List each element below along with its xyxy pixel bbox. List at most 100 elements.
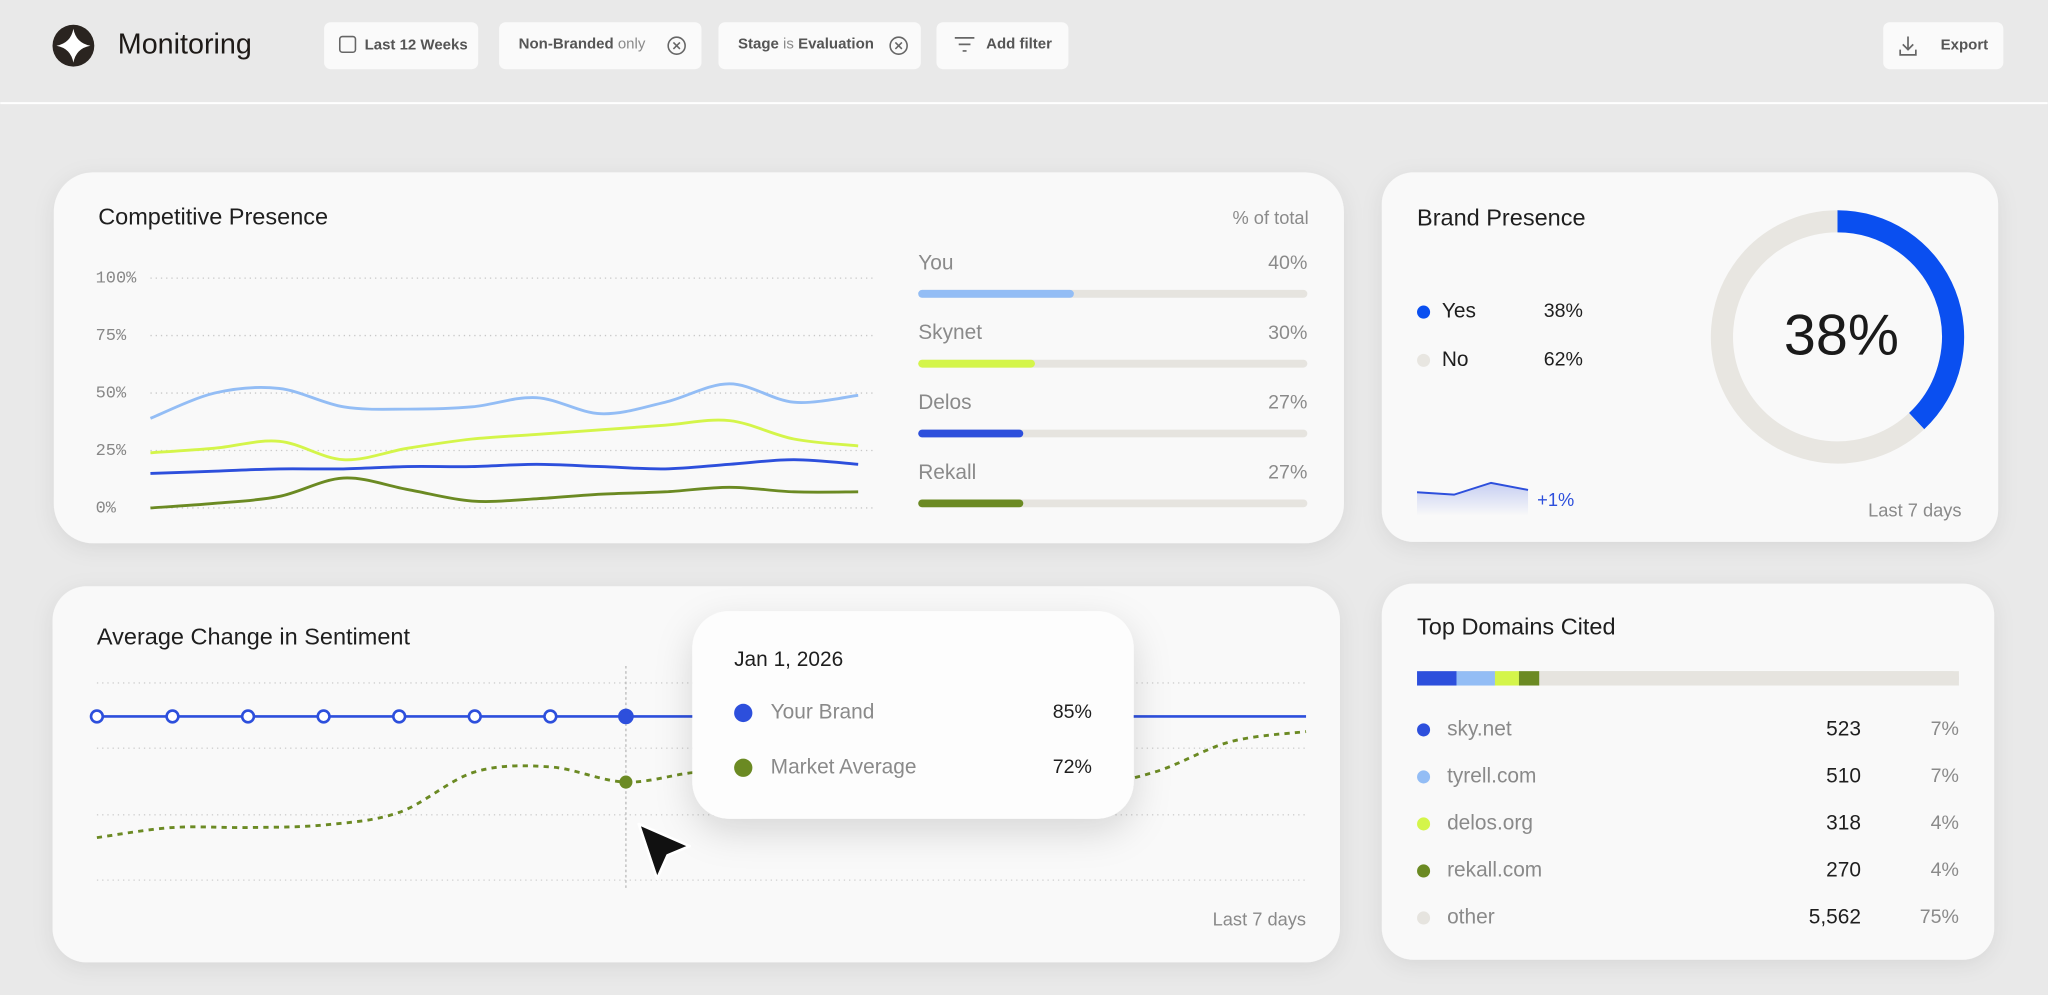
remove-filter-x — [894, 41, 903, 50]
tooltip-dot — [734, 758, 753, 777]
legend-name: Skynet — [918, 321, 982, 344]
stack-segment — [1494, 671, 1519, 686]
filter-field: Non-Branded — [519, 35, 614, 52]
legend-value: 62% — [1544, 349, 1583, 371]
filter-label: Non-Branded only — [519, 35, 646, 52]
logo-star — [56, 28, 91, 63]
filter-icon — [954, 37, 975, 52]
point-marker — [392, 709, 407, 724]
domain-share: 7% — [1931, 765, 1959, 787]
domain-share: 7% — [1931, 718, 1959, 740]
tooltip: Jan 1, 2026 Your Brand 85% Market Average 72… — [692, 611, 1134, 819]
remove-filter-icon[interactable] — [889, 36, 908, 55]
button-box[interactable] — [1883, 22, 2004, 70]
tooltip-dot — [734, 703, 753, 723]
legend-name: You — [918, 251, 953, 274]
filter-label: Last 12 Weeks — [365, 37, 468, 54]
filter-box[interactable] — [499, 22, 702, 70]
logo — [52, 24, 95, 67]
unit-label: % of total — [1233, 207, 1309, 228]
donut-segment — [1710, 210, 1925, 464]
button-box[interactable] — [936, 22, 1069, 70]
tooltip-name: Your Brand — [771, 700, 875, 723]
point-marker — [618, 708, 634, 725]
share-label: 27% — [1268, 462, 1307, 484]
cursor — [637, 822, 692, 881]
point-marker — [89, 709, 105, 724]
series-line — [150, 418, 859, 462]
legend-dot — [1417, 770, 1431, 784]
share-label: 27% — [1268, 392, 1307, 414]
domain-name: other — [1447, 905, 1495, 928]
legend-value: 38% — [1544, 300, 1583, 322]
tooltip-value: 85% — [1053, 701, 1092, 723]
trend-label: +1% — [1537, 489, 1574, 510]
point-marker — [619, 775, 633, 789]
filter-box[interactable] — [718, 22, 921, 70]
domain-count: 318 — [1826, 811, 1861, 834]
domain-share: 4% — [1931, 812, 1959, 834]
filter-op: is — [783, 35, 794, 52]
filter-value: Evaluation — [798, 35, 874, 52]
filter-box[interactable] — [324, 22, 479, 70]
card-title: Average Change in Sentiment — [97, 624, 411, 650]
y-tick-label: 25% — [96, 442, 127, 461]
legend-name: No — [1442, 348, 1469, 371]
add-filter-button[interactable]: Add filter — [936, 22, 1069, 70]
tooltip-name: Market Average — [771, 755, 917, 778]
period-label: Last 7 days — [1213, 908, 1306, 929]
button-label: Add filter — [986, 35, 1052, 52]
share-bar — [918, 499, 1024, 508]
stack-segment — [1539, 671, 1959, 686]
series-line — [149, 382, 859, 420]
stack-segment — [1417, 671, 1457, 686]
domain-name: sky.net — [1447, 717, 1512, 740]
domain-share: 4% — [1931, 859, 1959, 881]
point-marker — [165, 709, 180, 724]
y-tick-label: 50% — [96, 385, 127, 404]
legend-dot — [1417, 864, 1431, 878]
share-bar — [918, 429, 1024, 438]
card-title: Top Domains Cited — [1417, 613, 1616, 639]
share-label: 40% — [1268, 252, 1307, 274]
calendar-icon — [338, 35, 357, 54]
legend-dot — [1417, 911, 1431, 925]
domain-name: rekall.com — [1447, 858, 1542, 881]
share-label: 30% — [1268, 322, 1307, 344]
point-marker — [316, 709, 331, 724]
filter-field: Stage — [738, 35, 779, 52]
filter-chip[interactable]: Non-Branded only — [499, 22, 702, 70]
point-marker — [543, 709, 558, 724]
remove-filter-x — [672, 41, 681, 50]
legend-name: Delos — [918, 391, 971, 414]
legend-dot — [1417, 353, 1431, 367]
series-line — [150, 458, 859, 475]
legend-dot — [1417, 817, 1431, 831]
tooltip-value: 72% — [1053, 756, 1092, 778]
card-title: Competitive Presence — [98, 203, 328, 229]
tooltip-box — [692, 611, 1134, 819]
point-marker — [240, 709, 256, 724]
donut-segment — [1837, 210, 1965, 430]
trend-area — [1417, 482, 1529, 516]
export-button[interactable]: Export — [1883, 22, 2004, 70]
domain-count: 5,562 — [1809, 905, 1861, 928]
domain-count: 510 — [1826, 764, 1861, 787]
remove-filter-icon[interactable] — [667, 36, 686, 55]
filter-label: Stage is Evaluation — [738, 35, 874, 52]
stack-segment — [1456, 671, 1495, 686]
date-filter[interactable]: Last 12 Weeks — [324, 22, 479, 70]
domain-share: 75% — [1920, 906, 1959, 928]
filter-chip[interactable]: Stage is Evaluation — [718, 22, 921, 70]
legend-name: Yes — [1442, 300, 1476, 323]
period-label: Last 7 days — [1868, 500, 1961, 521]
share-bar — [918, 289, 1074, 298]
domain-count: 523 — [1826, 717, 1861, 740]
donut-center-label: 38% — [1784, 304, 1899, 368]
filter-op: only — [618, 35, 646, 52]
legend-name: Rekall — [918, 461, 976, 484]
share-bar — [918, 359, 1035, 368]
card-title: Brand Presence — [1417, 205, 1586, 231]
page-title: Monitoring — [118, 28, 252, 60]
